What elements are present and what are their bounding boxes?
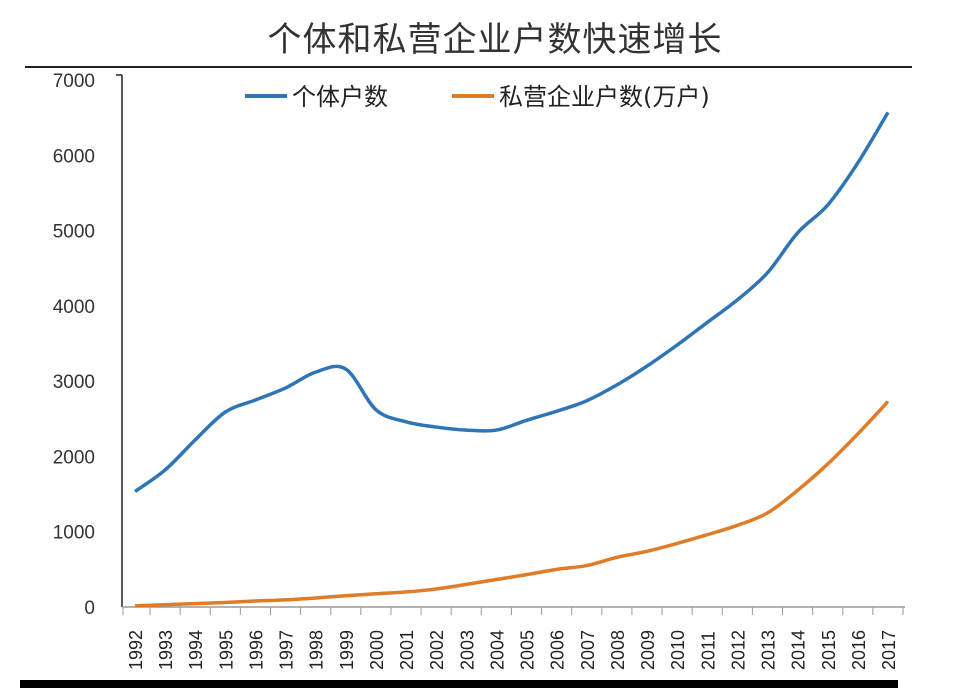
series-line-1: [133, 111, 890, 493]
y-tick-label: 0: [84, 598, 95, 619]
bottom-rule: [20, 680, 898, 688]
series-line-2: [134, 400, 890, 608]
x-tick-label: 2009: [638, 630, 658, 670]
x-tick-label: 1994: [186, 630, 206, 670]
legend-label-2: 私营企业户数(万户): [499, 83, 710, 111]
x-tick-label: 2002: [427, 630, 447, 670]
x-tick-label: 2016: [849, 630, 869, 670]
y-tick-label: 4000: [53, 297, 95, 318]
x-tick-label: 2017: [879, 630, 899, 670]
x-tick-label: 1999: [337, 630, 357, 670]
y-tick-label: 6000: [53, 146, 95, 167]
x-tick-label: 2010: [668, 630, 688, 670]
x-tick-label: 2006: [548, 630, 568, 670]
x-tick-label: 2013: [759, 630, 779, 670]
x-tick-label: 1997: [277, 630, 297, 670]
x-tick-label: 1998: [307, 630, 327, 670]
x-tick-label: 2011: [698, 631, 718, 670]
y-tick-label: 7000: [53, 71, 95, 92]
x-tick-label: 2008: [608, 630, 628, 670]
y-tick-label: 1000: [53, 523, 95, 544]
x-tick-label: 1995: [216, 630, 236, 670]
x-tick-label: 2001: [397, 630, 417, 670]
legend-label-1: 个体户数: [292, 83, 388, 111]
chart-title: 个体和私营企业户数快速增长: [267, 20, 723, 60]
y-tick-label: 3000: [53, 372, 95, 393]
x-tick-label: 2003: [457, 630, 477, 670]
y-tick-label: 5000: [53, 222, 95, 243]
x-tick-label: 2000: [367, 630, 387, 670]
x-tick-label: 2012: [728, 630, 748, 670]
x-tick-label: 2007: [578, 630, 598, 670]
y-tick-label: 2000: [53, 447, 95, 468]
x-tick-label: 1993: [156, 630, 176, 670]
x-tick-label: 2004: [487, 630, 507, 670]
x-tick-label: 2005: [518, 630, 538, 670]
x-tick-label: 2014: [789, 630, 809, 670]
x-tick-label: 2015: [819, 630, 839, 670]
x-tick-label: 1992: [126, 630, 146, 670]
x-tick-label: 1996: [246, 630, 266, 670]
